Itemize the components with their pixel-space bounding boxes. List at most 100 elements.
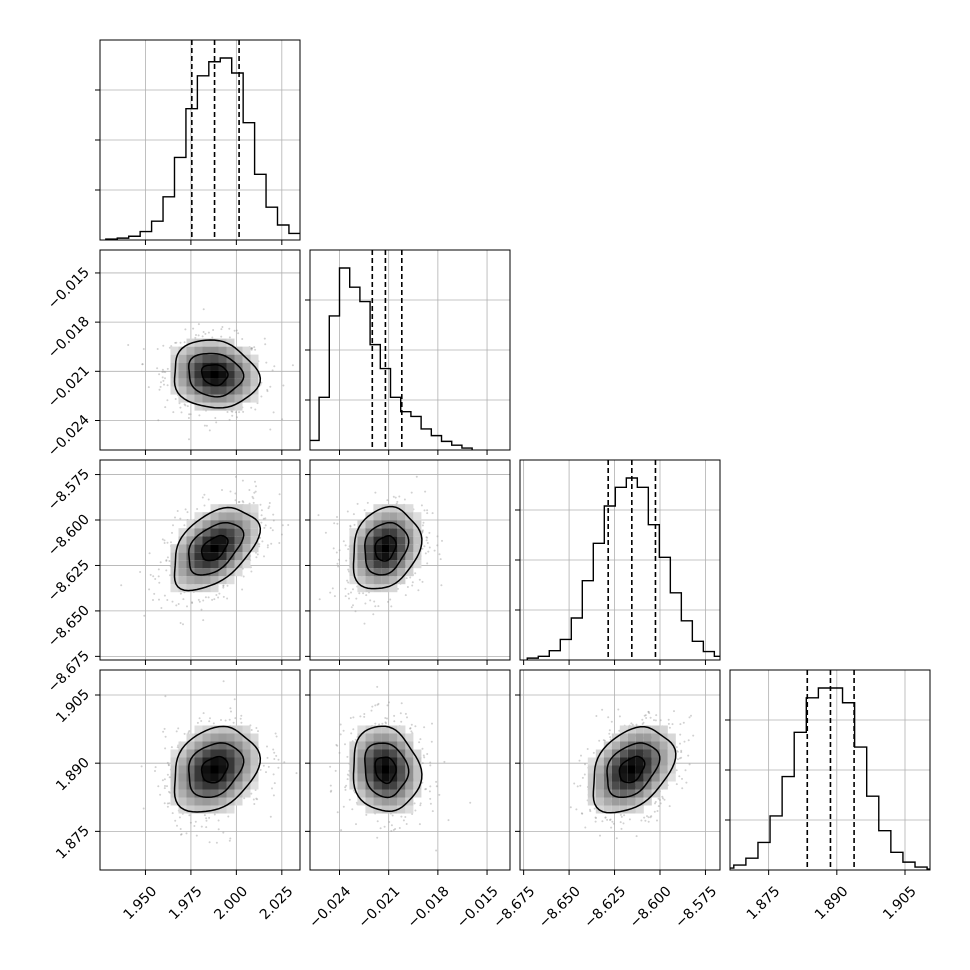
scatter-point bbox=[166, 785, 168, 788]
density-cell bbox=[234, 394, 243, 403]
density-cell bbox=[357, 544, 366, 553]
density-cell bbox=[619, 781, 628, 790]
scatter-point bbox=[365, 813, 368, 816]
x-tick-label-1-2: −0.018 bbox=[405, 883, 453, 931]
contour-3-2-1 bbox=[606, 742, 661, 799]
scatter-point bbox=[347, 568, 350, 571]
density-cell bbox=[373, 544, 382, 553]
scatter-point bbox=[435, 785, 438, 788]
scatter-point bbox=[234, 411, 237, 414]
scatter-point bbox=[168, 802, 171, 805]
density-cell bbox=[389, 749, 398, 758]
density-cell bbox=[651, 741, 660, 750]
scatter-point bbox=[656, 810, 659, 812]
density-cell bbox=[202, 805, 211, 814]
scatter-point bbox=[676, 750, 679, 753]
scatter-point bbox=[680, 751, 683, 754]
density-cell bbox=[365, 544, 374, 553]
scatter-point bbox=[575, 808, 578, 811]
density-cell bbox=[218, 757, 227, 766]
density-cell bbox=[178, 560, 187, 569]
density-cell bbox=[242, 789, 251, 798]
density-cell bbox=[226, 536, 235, 545]
density-cell bbox=[210, 544, 219, 553]
density-cell bbox=[234, 749, 243, 758]
density-cell bbox=[611, 805, 620, 814]
scatter-point bbox=[659, 719, 662, 722]
x-tick-label-2-3: −8.600 bbox=[627, 883, 675, 931]
density-cell bbox=[651, 789, 660, 798]
scatter-point bbox=[166, 556, 169, 559]
scatter-point bbox=[282, 384, 285, 387]
scatter-point bbox=[329, 784, 332, 787]
density-cell bbox=[659, 781, 668, 790]
density-cell bbox=[242, 741, 251, 750]
density-cell bbox=[210, 520, 219, 529]
scatter-point bbox=[255, 727, 258, 729]
scatter-point bbox=[254, 348, 257, 351]
scatter-point bbox=[166, 805, 169, 808]
scatter-point bbox=[653, 810, 656, 813]
density-cell bbox=[210, 765, 219, 774]
density-cell bbox=[194, 797, 203, 806]
scatter-point bbox=[120, 584, 123, 587]
density-cell bbox=[405, 781, 414, 790]
density-cell bbox=[587, 757, 596, 766]
scatter-point bbox=[365, 594, 368, 597]
density-cell bbox=[178, 370, 187, 379]
scatter-point bbox=[226, 411, 229, 413]
density-cell bbox=[389, 552, 398, 561]
scatter-point bbox=[436, 544, 439, 547]
density-cell bbox=[397, 789, 406, 798]
scatter-point bbox=[156, 367, 159, 370]
density-cell bbox=[186, 544, 195, 553]
scatter-point bbox=[281, 524, 284, 527]
scatter-point bbox=[250, 570, 253, 573]
density-cell bbox=[651, 781, 660, 790]
scatter-point bbox=[205, 817, 208, 820]
scatter-point bbox=[394, 828, 397, 830]
axes-frame-3-2 bbox=[519, 669, 721, 871]
density-cell bbox=[595, 773, 604, 782]
scatter-point bbox=[374, 605, 377, 608]
scatter-point bbox=[346, 579, 349, 582]
scatter-point bbox=[334, 769, 337, 772]
scatter-point bbox=[580, 812, 583, 815]
scatter-point bbox=[259, 768, 262, 771]
density-cell bbox=[218, 394, 227, 403]
scatter-point bbox=[426, 542, 429, 544]
scatter-point bbox=[656, 819, 658, 822]
density-cell bbox=[635, 805, 644, 814]
scatter-point bbox=[163, 383, 165, 386]
scatter-point bbox=[336, 516, 338, 518]
density-cell bbox=[170, 773, 179, 782]
density-cell bbox=[234, 512, 243, 521]
density-cell bbox=[186, 741, 195, 750]
contour-2-1-0 bbox=[374, 535, 397, 562]
scatter-point bbox=[255, 485, 257, 488]
density-cell bbox=[242, 560, 251, 569]
scatter-point bbox=[188, 413, 191, 416]
scatter-point bbox=[404, 816, 407, 818]
scatter-point bbox=[429, 785, 432, 788]
panel-3-1 bbox=[305, 669, 511, 875]
scatter-point bbox=[619, 821, 622, 824]
axes-frame-2-0 bbox=[99, 459, 301, 661]
scatter-point bbox=[211, 598, 214, 601]
scatter-point bbox=[424, 552, 427, 555]
density-cell bbox=[218, 354, 227, 363]
scatter-point bbox=[148, 552, 151, 555]
density-cell bbox=[234, 520, 243, 529]
density-cell bbox=[373, 725, 382, 734]
scatter-point bbox=[352, 789, 355, 792]
scatter-point bbox=[156, 348, 159, 350]
density-cell bbox=[595, 789, 604, 798]
scatter-point bbox=[152, 575, 155, 578]
scatter-point bbox=[229, 490, 232, 493]
scatter-point bbox=[231, 410, 234, 413]
density-cell bbox=[170, 765, 179, 774]
scatter-point bbox=[594, 816, 597, 819]
scatter-point bbox=[425, 539, 428, 542]
density-cell bbox=[202, 584, 211, 593]
density-cell bbox=[242, 512, 251, 521]
